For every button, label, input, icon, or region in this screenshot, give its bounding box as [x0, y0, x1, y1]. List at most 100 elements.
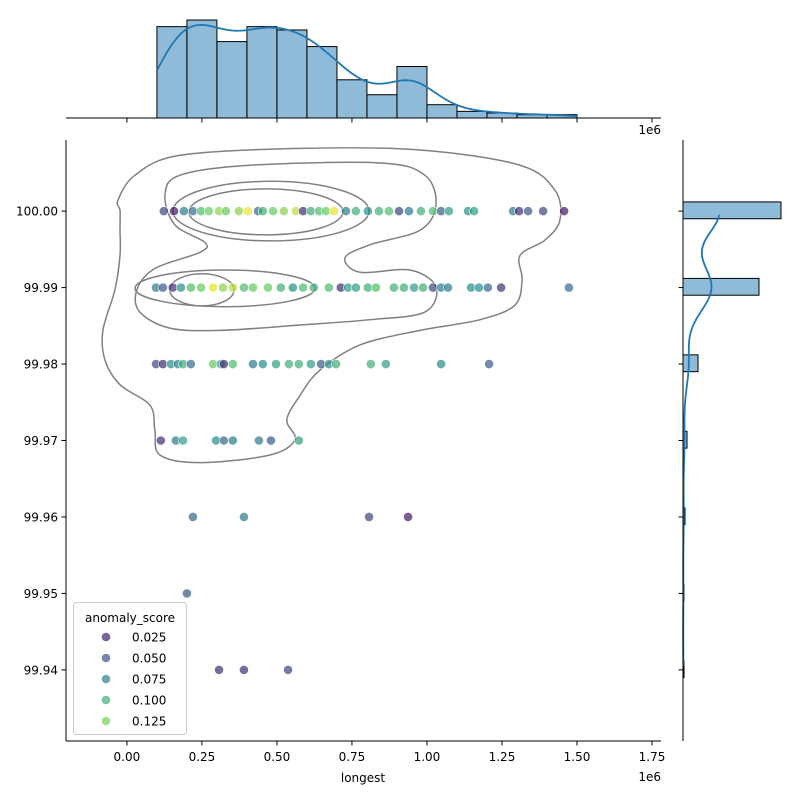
histogram-bar — [246, 26, 278, 119]
y-ticks: 100.00 99.99 99.98 99.97 99.96 99.95 99.94 — [16, 205, 66, 677]
scatter-point — [374, 206, 384, 217]
scatter-point — [436, 359, 446, 369]
scatter-point — [248, 359, 258, 369]
kde-contour-line — [134, 161, 438, 332]
scatter-point — [178, 435, 188, 446]
x-tick-label: 0.50 — [264, 750, 291, 764]
scatter-point — [473, 282, 484, 293]
scatter-point — [404, 206, 414, 217]
scatter-point — [403, 512, 413, 522]
scatter-point — [331, 359, 341, 369]
scatter-point — [266, 435, 276, 446]
histogram-bar — [276, 29, 308, 119]
y-tick-label: 99.96 — [24, 510, 58, 524]
legend-label: 0.100 — [132, 694, 166, 708]
main-scatter-axes: 0.00 0.25 0.50 0.75 1.00 1.25 1.50 1.75 100.00 9… — [16, 123, 665, 785]
scatter-point — [196, 282, 206, 293]
scatter-point — [283, 664, 293, 675]
histogram-bar — [682, 201, 782, 220]
scatter-point — [323, 282, 334, 293]
scatter-point — [362, 206, 373, 217]
histogram-bar — [366, 94, 398, 119]
x-tick-label: 0.75 — [339, 750, 366, 764]
legend-label: 0.050 — [132, 652, 166, 666]
scatter-point — [563, 282, 574, 293]
scatter-point — [158, 206, 169, 217]
scatter-point — [469, 206, 479, 217]
top-marginal-histogram — [66, 19, 661, 123]
scatter-point — [305, 359, 316, 369]
scatter-point — [169, 206, 179, 217]
scatter-point — [523, 206, 533, 217]
scatter-point — [239, 512, 249, 522]
x-tick-label: 1.75 — [639, 750, 666, 764]
x-ticks: 0.00 0.25 0.50 0.75 1.00 1.25 1.50 1.75 — [114, 741, 666, 764]
scatter-point — [514, 206, 524, 217]
histogram-bar — [396, 66, 428, 119]
scatter-point — [227, 359, 238, 369]
scatter-point — [416, 206, 426, 217]
scatter-point — [227, 435, 238, 446]
y-tick-label: 99.99 — [24, 281, 58, 295]
right-marginal-histogram — [678, 140, 782, 741]
legend-marker — [101, 695, 111, 705]
scatter-point — [284, 359, 294, 369]
scatter-point — [188, 512, 198, 522]
histogram-bar — [682, 277, 760, 296]
scatter-point — [268, 206, 278, 217]
scatter-point — [214, 664, 224, 675]
x-axis-label: longest — [341, 771, 386, 785]
scatter-point — [380, 359, 391, 369]
scatter-point — [383, 206, 394, 217]
y-tick-label: 99.98 — [24, 358, 58, 372]
y-tick-label: 99.95 — [24, 587, 58, 601]
scatter-point — [350, 282, 361, 293]
scatter-point — [248, 282, 258, 293]
x-tick-label: 0.25 — [189, 750, 216, 764]
legend-marker — [101, 716, 111, 726]
x-offset-label: 1e6 — [638, 770, 661, 784]
top-x-offset-label: 1e6 — [638, 123, 661, 137]
y-tick-label: 100.00 — [16, 205, 58, 219]
scatter-point — [443, 206, 454, 217]
histogram-bar — [306, 46, 338, 119]
kde-contour-line — [101, 147, 562, 464]
scatter-point — [203, 206, 214, 217]
scatter-point — [254, 435, 264, 446]
scatter-point — [239, 282, 249, 293]
histogram-bar — [682, 354, 699, 373]
scatter-point — [398, 282, 409, 293]
scatter-point — [443, 282, 453, 293]
scatter-point — [155, 435, 166, 446]
scatter-point — [538, 206, 548, 217]
legend-title: anomaly_score — [85, 611, 175, 625]
scatter-point — [298, 282, 308, 293]
scatter-point — [389, 282, 399, 293]
scatter-point — [394, 206, 404, 217]
legend-label: 0.125 — [132, 715, 166, 729]
scatter-point — [271, 359, 281, 369]
scatter-point — [218, 435, 229, 446]
x-tick-label: 1.50 — [564, 750, 591, 764]
scatter-point — [185, 359, 196, 369]
scatter-point — [496, 282, 506, 293]
scatter-point — [341, 206, 351, 217]
scatter-point — [293, 359, 304, 369]
scatter-point — [218, 282, 228, 293]
x-kde-curve — [156, 23, 578, 118]
y-tick-label: 99.94 — [24, 663, 58, 677]
scatter-point — [293, 435, 304, 446]
scatter-point — [418, 282, 428, 293]
x-tick-label: 1.00 — [414, 750, 441, 764]
scatter-point — [176, 282, 186, 293]
histogram-bar — [216, 41, 248, 119]
histogram-bar — [456, 110, 488, 119]
scatter-point — [364, 512, 374, 522]
scatter-point — [239, 664, 249, 675]
histogram-bar — [336, 79, 368, 119]
scatter-point — [257, 359, 268, 369]
scatter-point — [257, 206, 268, 217]
scatter-point — [179, 206, 189, 217]
histogram-bar — [426, 104, 458, 119]
